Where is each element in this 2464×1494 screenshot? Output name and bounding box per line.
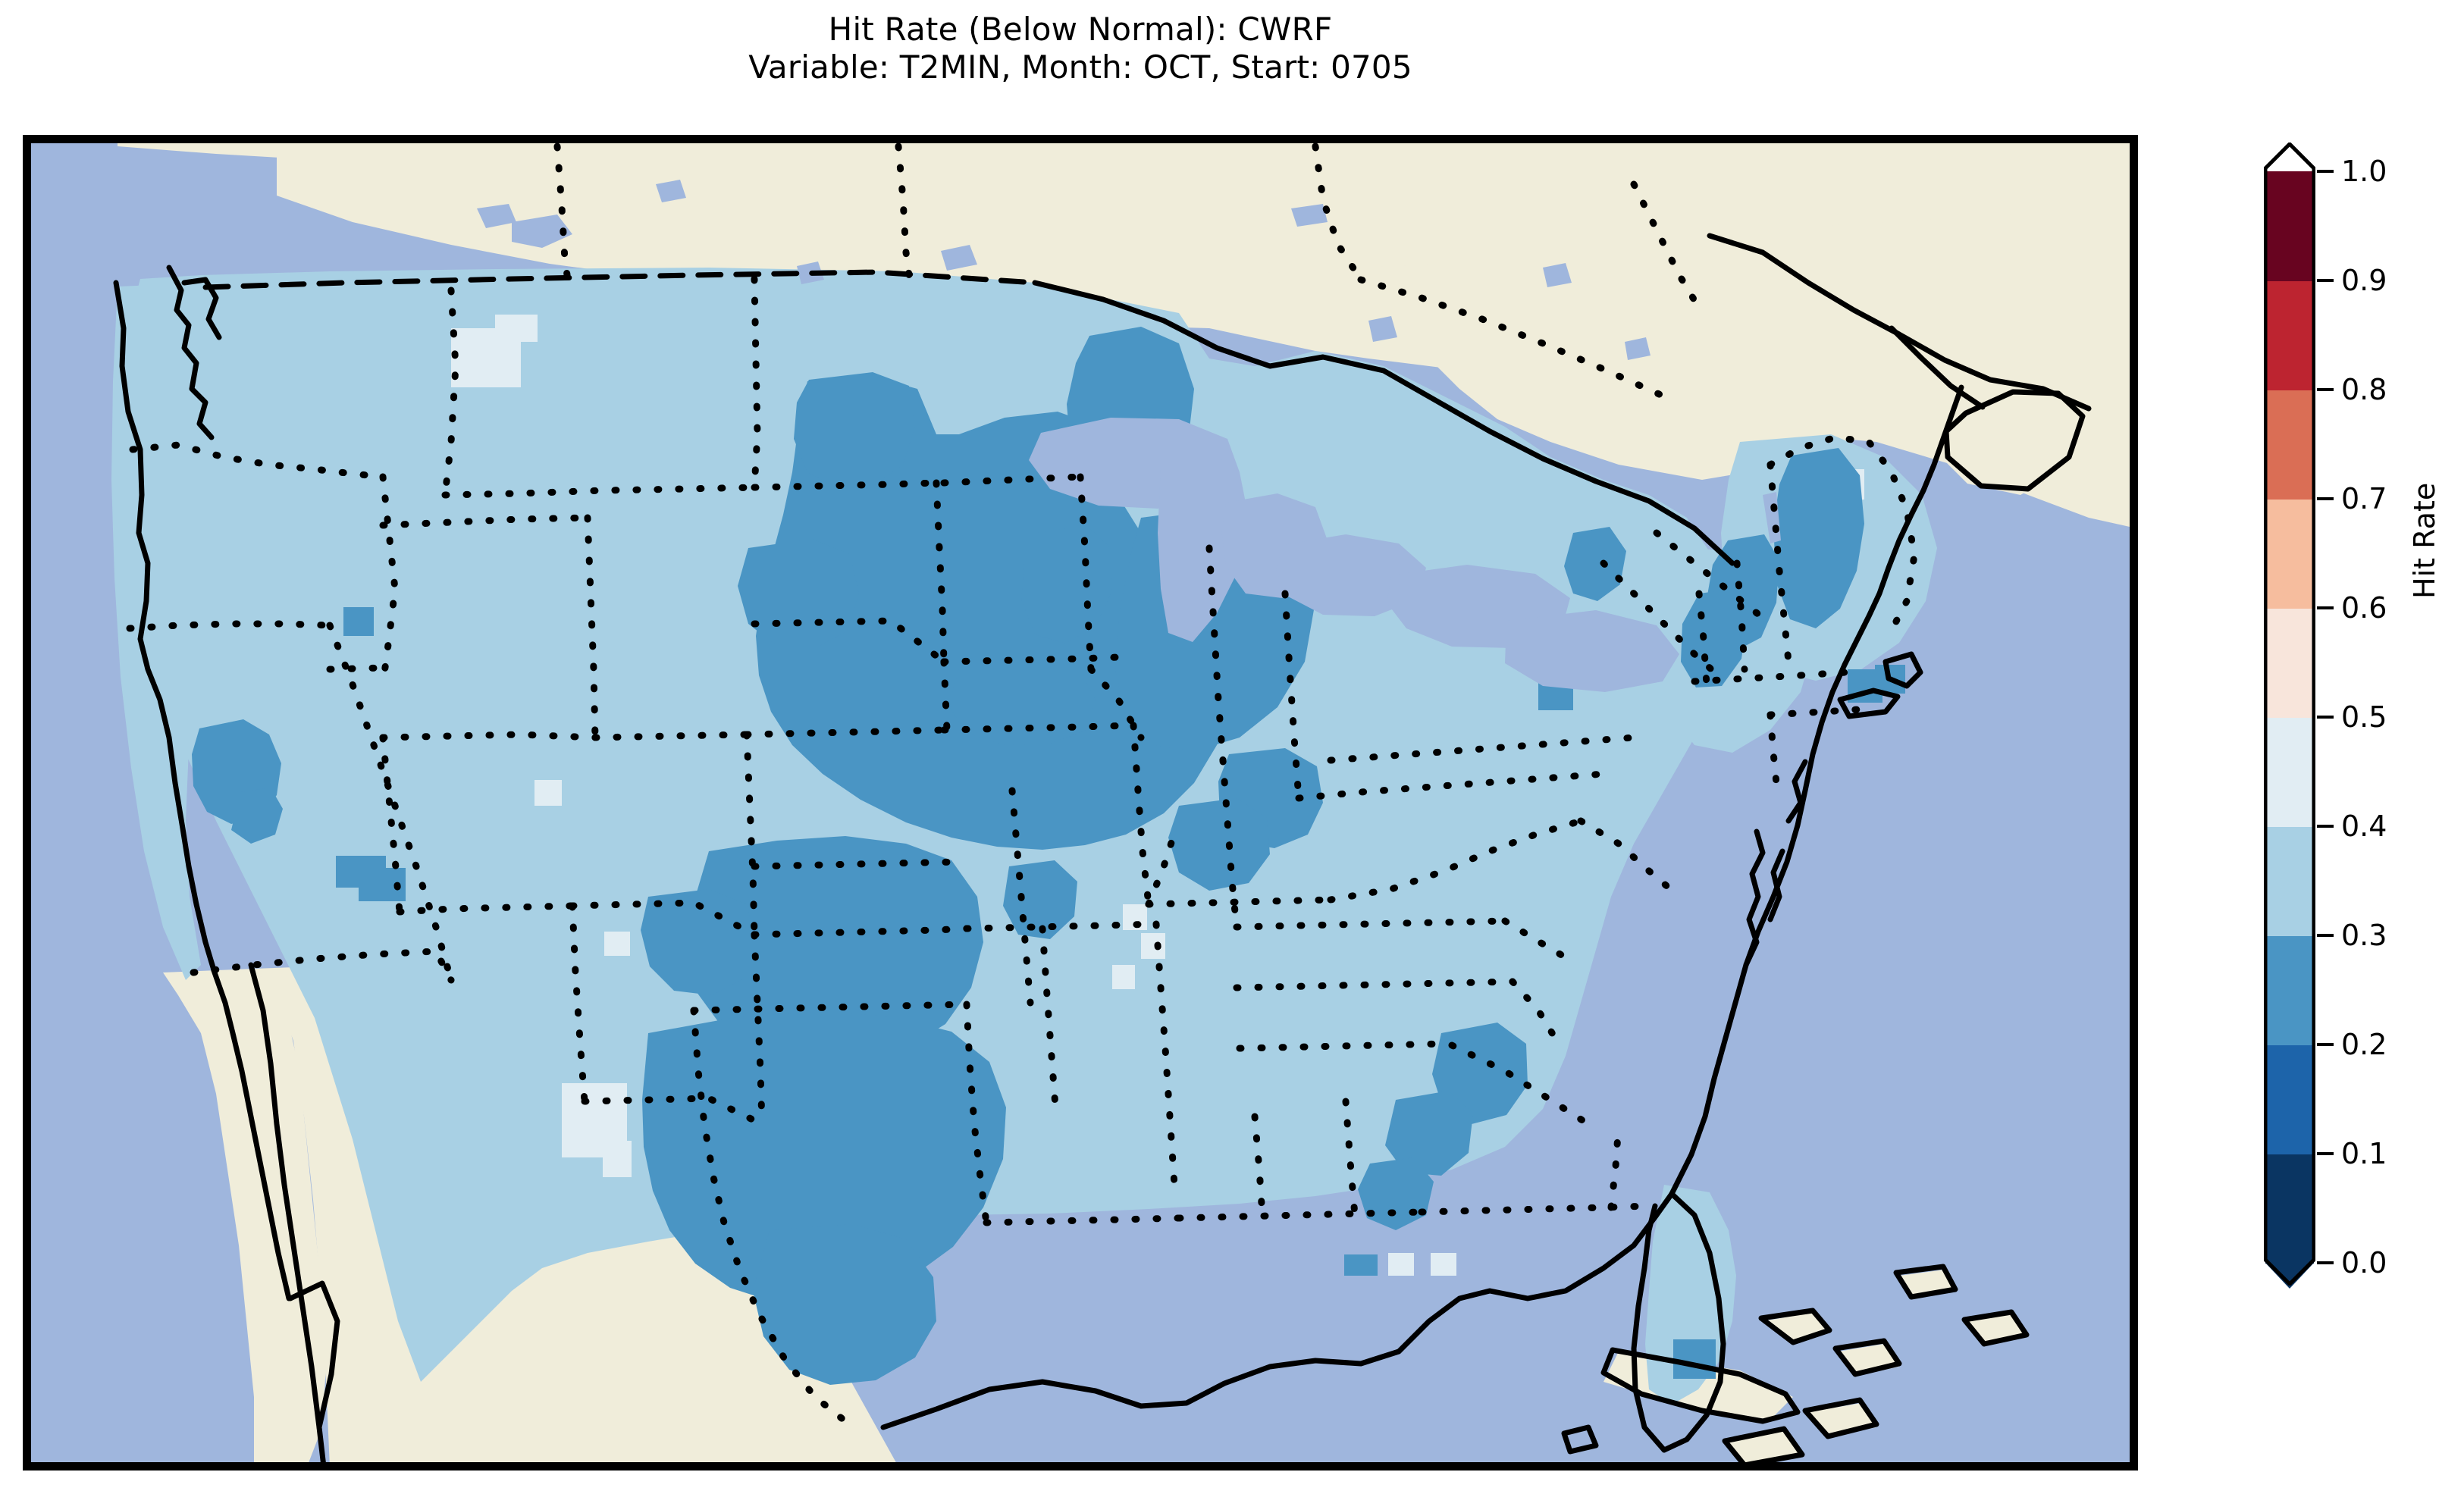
colorbar-tick-label-0.0: 0.0 [2341, 1246, 2387, 1279]
page-subtitle: Variable: T2MIN, Month: OCT, Start: 0705 [748, 49, 1412, 86]
colorbar-tick-0.3 [2317, 934, 2334, 937]
colorbar-tick-label-0.5: 0.5 [2341, 700, 2387, 734]
coastlines [113, 233, 2092, 1467]
colorbar-tick-1.0 [2317, 170, 2334, 173]
colorbar-band-7 [2265, 390, 2314, 500]
colorbar-tick-0.7 [2317, 497, 2334, 500]
colorbar-tick-0.9 [2317, 279, 2334, 282]
colorbar-tick-label-0.3: 0.3 [2341, 919, 2387, 952]
colorbar-tick-0.4 [2317, 825, 2334, 828]
colorbar-band-4 [2265, 717, 2314, 827]
colorbar-tick-label-0.9: 0.9 [2341, 264, 2387, 297]
colorbar-tick-label-0.7: 0.7 [2341, 482, 2387, 515]
colorbar-tick-label-0.8: 0.8 [2341, 373, 2387, 406]
hit-rate-map [27, 139, 2134, 1467]
colorbar-tick-label-0.1: 0.1 [2341, 1137, 2387, 1170]
colorbar-band-1 [2265, 1045, 2314, 1154]
colorbar-bands [2265, 144, 2314, 1289]
colorbar-band-9 [2265, 171, 2314, 281]
colorbar-tick-label-0.2: 0.2 [2341, 1028, 2387, 1061]
colorbar-band-5 [2265, 608, 2314, 718]
chart-title-block: Hit Rate (Below Normal): CWRF Variable: … [0, 0, 2161, 86]
colorbar-extend-low [2265, 1263, 2314, 1314]
colorbar-band-0 [2265, 1154, 2314, 1264]
colorbar-band-6 [2265, 499, 2314, 609]
colorbar-band-8 [2265, 280, 2314, 390]
colorbar-tick-0.0 [2317, 1261, 2334, 1264]
map-panel [23, 135, 2138, 1471]
colorbar-tick-0.6 [2317, 606, 2334, 609]
colorbar-tick-0.1 [2317, 1152, 2334, 1155]
colorbar-tick-0.2 [2317, 1043, 2334, 1046]
colorbar-tick-0.8 [2317, 388, 2334, 391]
colorbar-tick-label-0.4: 0.4 [2341, 810, 2387, 843]
colorbar-tick-label-0.6: 0.6 [2341, 591, 2387, 625]
colorbar-tick-0.5 [2317, 716, 2334, 719]
colorbar: 0.0 0.1 0.2 0.3 0.4 0.5 0.6 0.7 0.8 0.9 1.0 Hit Ra… [2259, 114, 2464, 1342]
colorbar-band-3 [2265, 826, 2314, 936]
colorbar-axis-label: Hit Rate [2408, 482, 2441, 599]
colorbar-band-2 [2265, 935, 2314, 1045]
colorbar-tick-label-1.0: 1.0 [2341, 155, 2387, 188]
page-title: Hit Rate (Below Normal): CWRF [828, 11, 1333, 48]
state-borders [126, 143, 1918, 1431]
great-lakes [477, 180, 1781, 692]
